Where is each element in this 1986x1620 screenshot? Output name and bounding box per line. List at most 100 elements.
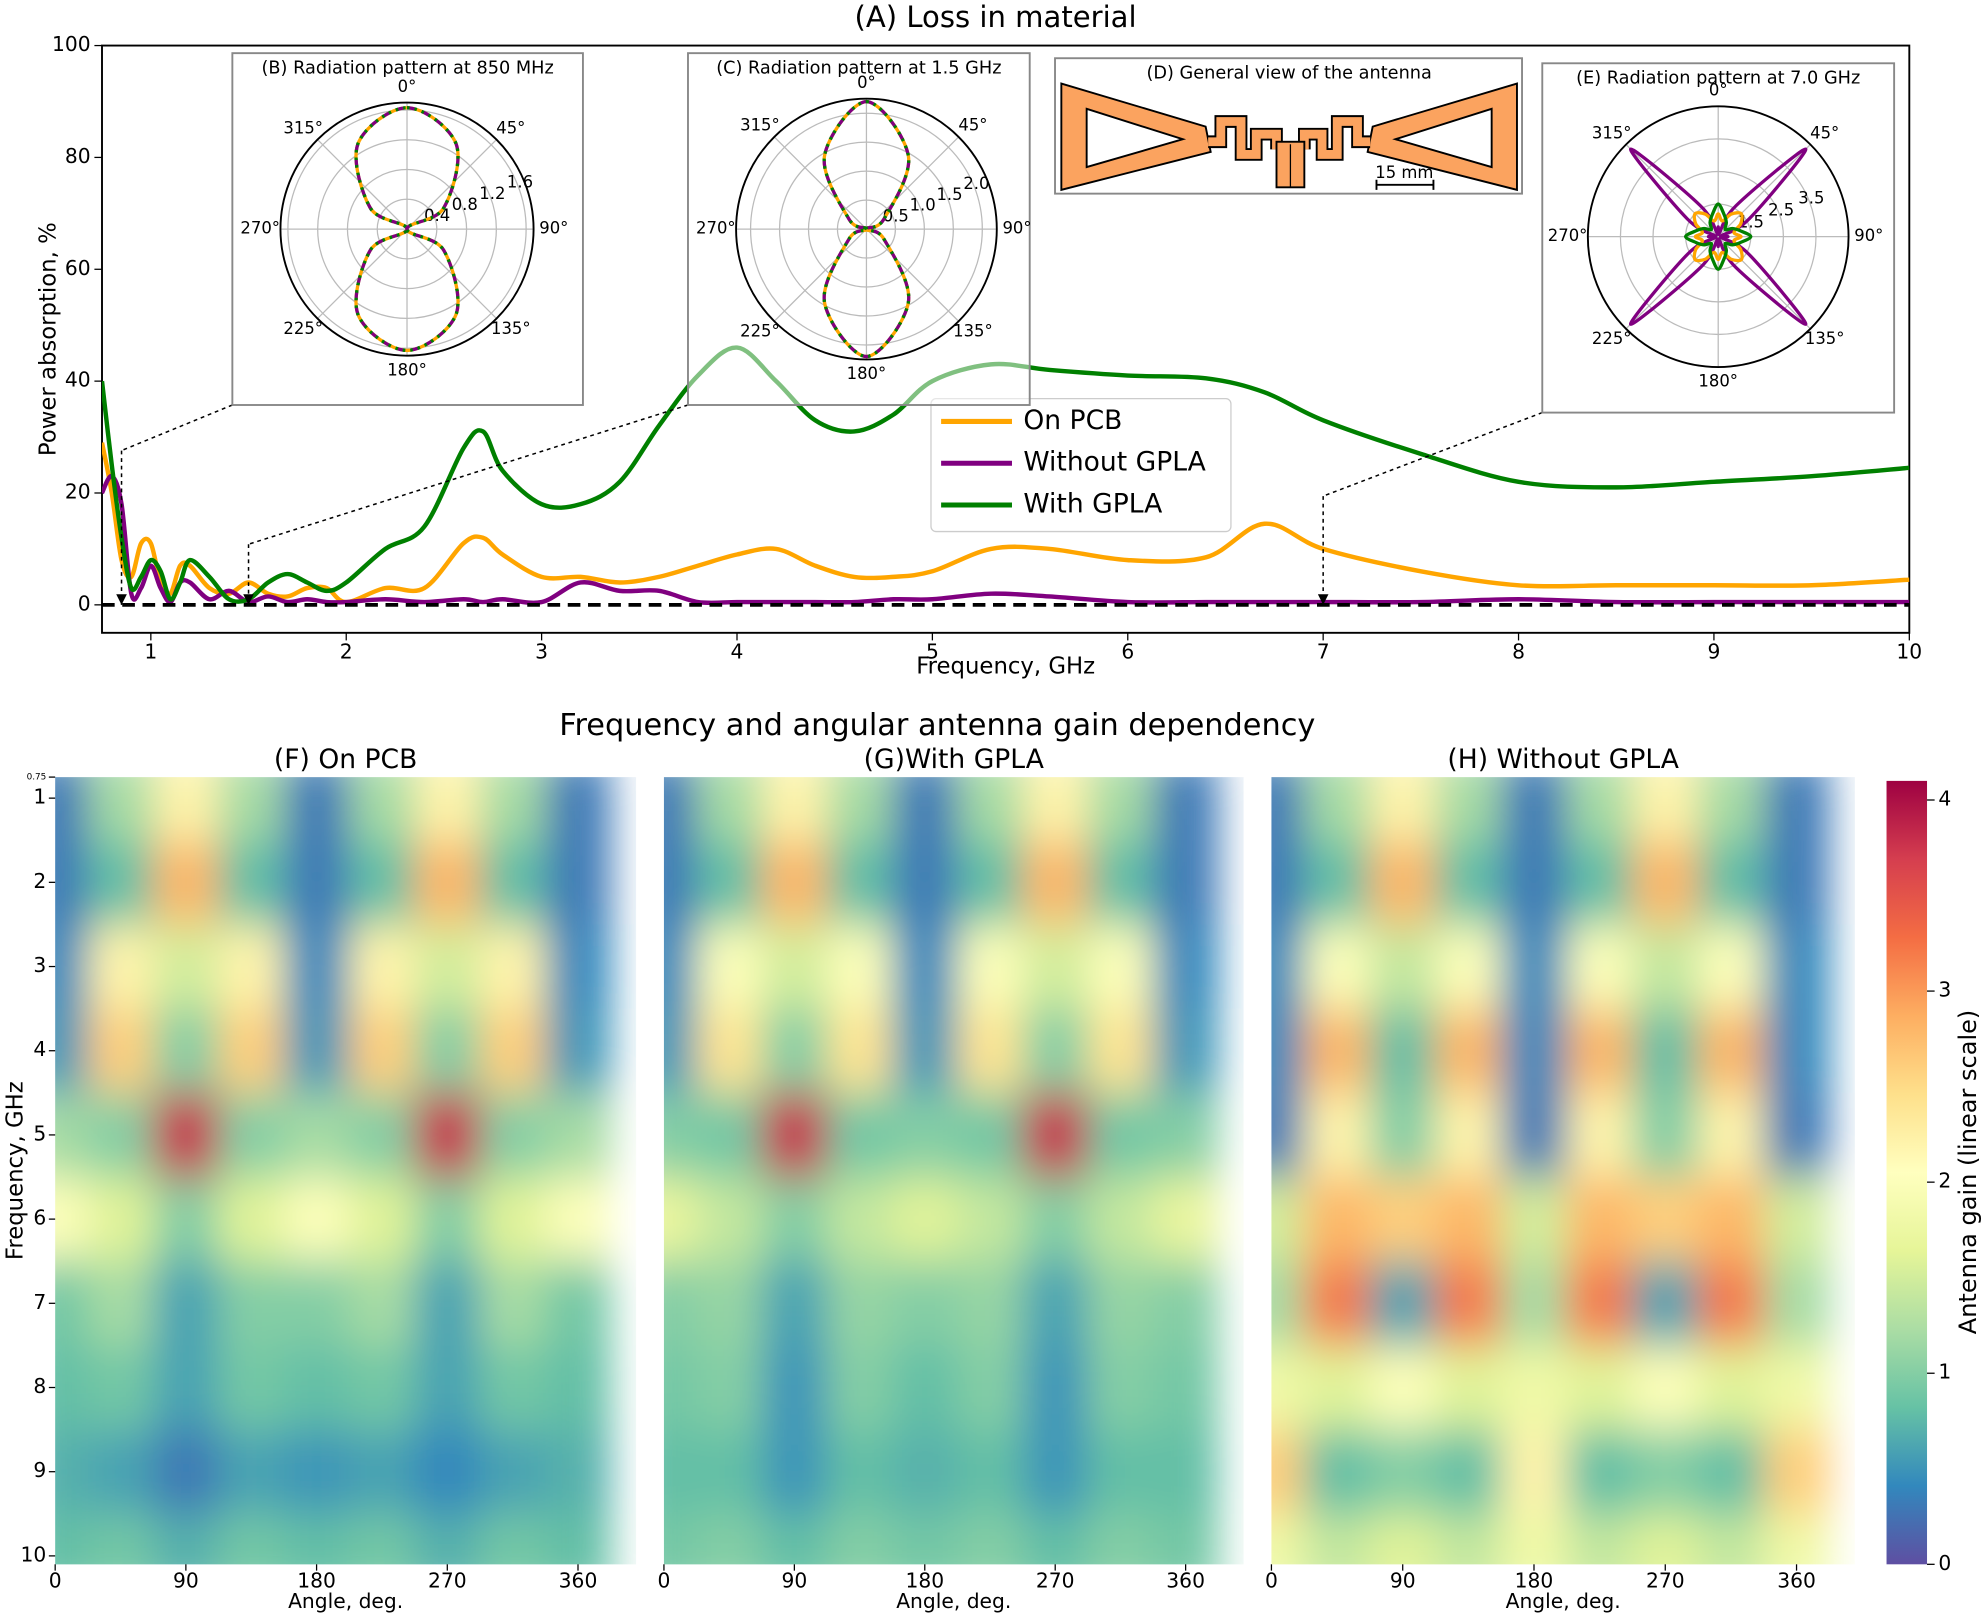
heatmap-cell bbox=[414, 1177, 481, 1262]
x-tick-label: 90 bbox=[781, 1569, 807, 1593]
heatmap-cell bbox=[1369, 840, 1437, 926]
heatmap-cell bbox=[1271, 1008, 1305, 1094]
polar-series bbox=[354, 106, 460, 353]
heatmap-cell bbox=[1271, 924, 1305, 1010]
heatmap-cell bbox=[1304, 777, 1371, 841]
heatmap-cell bbox=[1022, 1513, 1089, 1565]
heatmap-cell bbox=[826, 1513, 893, 1565]
heatmap-cell bbox=[1022, 1177, 1089, 1262]
heatmap-cell bbox=[1304, 1261, 1371, 1347]
x-tick-label: 360 bbox=[1166, 1569, 1205, 1593]
heatmap-cell bbox=[283, 840, 350, 926]
heatmap-cell bbox=[479, 924, 546, 1010]
heatmap-cell bbox=[479, 1008, 546, 1094]
heatmap-cell bbox=[55, 924, 89, 1010]
heatmap-cell bbox=[1087, 1513, 1154, 1565]
heatmap-cell bbox=[153, 1261, 220, 1347]
heatmap-cell bbox=[957, 1429, 1024, 1515]
heatmap-cell bbox=[1632, 1092, 1699, 1178]
polar-series bbox=[1628, 147, 1808, 326]
heatmap-cell bbox=[696, 1177, 763, 1262]
colorbar-tick-label: 0 bbox=[1938, 1551, 1951, 1575]
x-tick-label: 4 bbox=[731, 640, 744, 664]
heatmap-cell bbox=[1501, 777, 1568, 841]
heatmap-cell bbox=[696, 840, 763, 926]
heatmap-cell bbox=[1022, 1261, 1089, 1347]
heatmap-cell bbox=[153, 1008, 220, 1094]
heatmap-cell bbox=[545, 1092, 612, 1178]
heatmap-cell bbox=[1304, 1429, 1371, 1515]
legend-label: With GPLA bbox=[1023, 488, 1162, 519]
heatmap-cell bbox=[1087, 1429, 1154, 1515]
heatmap-cell bbox=[153, 777, 220, 841]
heatmap-cell bbox=[414, 840, 481, 926]
polar-angle-label: 45° bbox=[958, 116, 987, 135]
heatmap-title: (G)With GPLA bbox=[864, 744, 1044, 775]
heatmap-cell bbox=[1632, 1008, 1699, 1094]
x-tick-label: 10 bbox=[1896, 640, 1922, 664]
heatmap-cell bbox=[55, 1177, 89, 1262]
heatmap-cell bbox=[87, 924, 154, 1010]
heatmap-suptitle: Frequency and angular antenna gain depen… bbox=[559, 708, 1315, 743]
heatmap-cell bbox=[1153, 1429, 1219, 1515]
polar-spoke bbox=[1625, 144, 1719, 238]
heatmap-cell bbox=[696, 924, 763, 1010]
polar-angle-label: 0° bbox=[398, 77, 417, 96]
heatmap-cell bbox=[1632, 840, 1699, 926]
heatmap-cell bbox=[1763, 1345, 1830, 1431]
heatmap-cell bbox=[349, 1092, 416, 1178]
heatmap-cell bbox=[1501, 1008, 1568, 1094]
heatmap-cell bbox=[479, 1345, 546, 1431]
y-tick-label: 7 bbox=[33, 1290, 46, 1314]
heatmap-cell bbox=[414, 1008, 481, 1094]
heatmap-cell bbox=[414, 777, 481, 841]
heatmap-cell bbox=[826, 1092, 893, 1178]
heatmap-cell bbox=[1501, 1513, 1568, 1565]
heatmap-cell bbox=[1271, 1513, 1305, 1565]
heatmap-cell bbox=[826, 1429, 893, 1515]
heatmap-cell bbox=[1153, 840, 1219, 926]
heatmap-cell bbox=[545, 924, 612, 1010]
polar-radial-label: 2.5 bbox=[1768, 200, 1794, 219]
heatmap-cell bbox=[1087, 1177, 1154, 1262]
heatmap-cell bbox=[1435, 1345, 1502, 1431]
polar-angle-label: 270° bbox=[696, 219, 736, 238]
x-tick-label: 180 bbox=[905, 1569, 944, 1593]
x-tick-label: 0 bbox=[657, 1569, 670, 1593]
x-tick-label: 180 bbox=[1515, 1569, 1554, 1593]
polar-radial-label: 1.2 bbox=[479, 184, 505, 203]
heatmap-cell bbox=[957, 1177, 1024, 1262]
heatmap-cell bbox=[1566, 1261, 1634, 1347]
heatmap-cell bbox=[283, 1345, 350, 1431]
heatmap-cell bbox=[218, 1008, 285, 1094]
heatmap-cell bbox=[1566, 1092, 1634, 1178]
heatmap-cell bbox=[761, 1092, 828, 1178]
heatmap-cell bbox=[87, 1345, 154, 1431]
heatmap-cell bbox=[1632, 777, 1699, 841]
polar-angle-label: 45° bbox=[496, 118, 525, 137]
heatmap-cell bbox=[1566, 1177, 1634, 1262]
colorbar-tick-label: 2 bbox=[1938, 1169, 1951, 1193]
y-tick-label: 3 bbox=[33, 953, 46, 977]
heatmap-cell bbox=[1087, 1345, 1154, 1431]
heatmap-cell bbox=[87, 1177, 154, 1262]
heatmap-cell bbox=[761, 1008, 828, 1094]
heatmap-cell bbox=[663, 1429, 698, 1515]
polar-angle-label: 0° bbox=[1709, 81, 1728, 100]
heatmap-cell bbox=[1698, 1513, 1765, 1565]
y-tick-label: 5 bbox=[33, 1121, 46, 1145]
polar-angle-label: 315° bbox=[740, 116, 780, 135]
heatmap-cell bbox=[283, 1261, 350, 1347]
x-axis-label: Angle, deg. bbox=[1506, 1589, 1621, 1613]
heatmap-cell bbox=[1022, 924, 1089, 1010]
x-tick-label: 270 bbox=[428, 1569, 467, 1593]
inset-title: (C) Radiation pattern at 1.5 GHz bbox=[716, 58, 1001, 78]
heatmap-clip bbox=[55, 777, 612, 1565]
y-tick-label: 0 bbox=[78, 591, 91, 615]
heatmap-cell bbox=[1763, 924, 1830, 1010]
heatmap-cell bbox=[414, 1513, 481, 1565]
heatmap-cell bbox=[957, 1513, 1024, 1565]
heatmap-cell bbox=[892, 777, 959, 841]
